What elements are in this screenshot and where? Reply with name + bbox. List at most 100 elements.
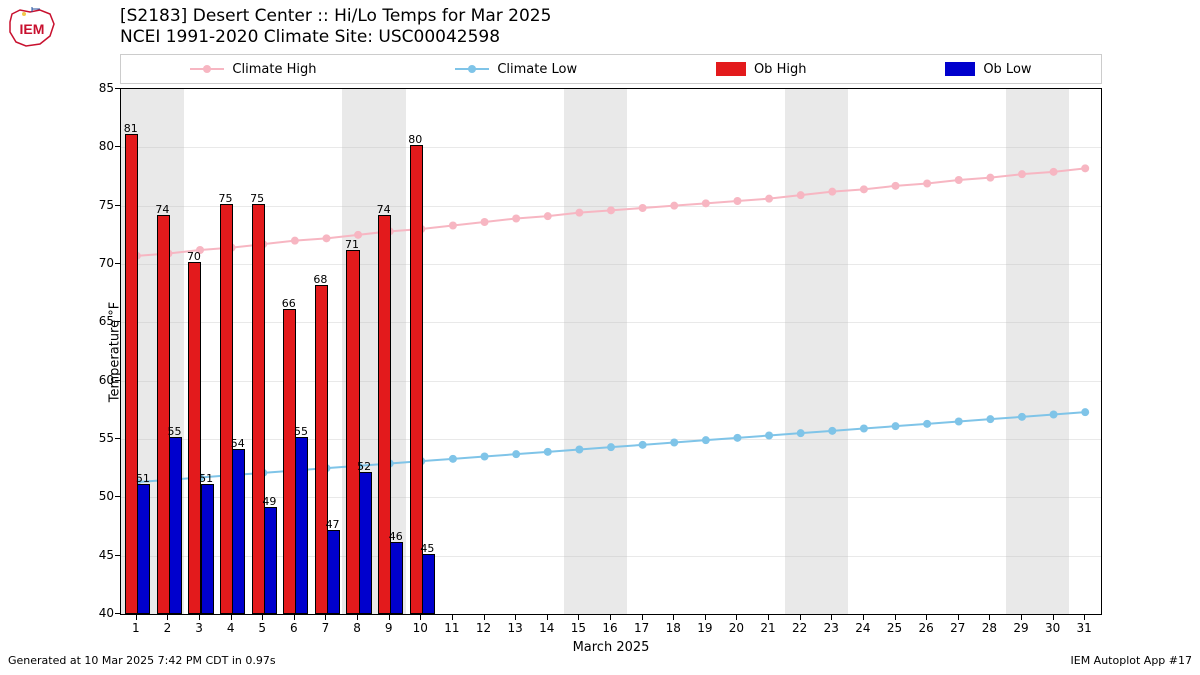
x-tick-label: 3 <box>195 621 203 635</box>
footer-generated: Generated at 10 Mar 2025 7:42 PM CDT in … <box>8 654 276 667</box>
bar <box>359 472 372 614</box>
bar-value-label: 66 <box>282 297 296 310</box>
x-tick-label: 25 <box>887 621 902 635</box>
x-tick-label: 4 <box>227 621 235 635</box>
legend-swatch-icon <box>945 62 975 76</box>
climate-marker <box>322 234 330 242</box>
chart: Temperature °F 8174707575666871748051555… <box>120 88 1102 615</box>
climate-marker <box>702 436 710 444</box>
legend-label: Climate High <box>232 62 316 77</box>
y-tick-label: 65 <box>84 314 114 328</box>
x-tick-label: 18 <box>666 621 681 635</box>
x-tick-mark <box>926 615 927 620</box>
climate-marker <box>639 204 647 212</box>
x-tick-label: 1 <box>132 621 140 635</box>
climate-marker <box>860 185 868 193</box>
footer-appid: IEM Autoplot App #17 <box>1071 654 1193 667</box>
y-tick-mark <box>115 438 120 439</box>
climate-marker <box>1081 408 1089 416</box>
bar-value-label: 51 <box>136 472 150 485</box>
climate-marker <box>733 197 741 205</box>
bar <box>315 285 328 614</box>
x-tick-label: 11 <box>444 621 459 635</box>
climate-marker <box>892 422 900 430</box>
climate-marker <box>1018 170 1026 178</box>
x-tick-mark <box>1084 615 1085 620</box>
climate-marker <box>512 450 520 458</box>
y-tick-mark <box>115 555 120 556</box>
x-tick-label: 7 <box>322 621 330 635</box>
bar <box>232 449 245 614</box>
x-tick-mark <box>325 615 326 620</box>
y-tick-mark <box>115 380 120 381</box>
x-tick-mark <box>958 615 959 620</box>
y-tick-label: 60 <box>84 373 114 387</box>
x-tick-label: 26 <box>918 621 933 635</box>
legend-label: Climate Low <box>497 62 577 77</box>
x-tick-label: 22 <box>792 621 807 635</box>
climate-marker <box>575 446 583 454</box>
x-tick-label: 6 <box>290 621 298 635</box>
x-tick-mark <box>452 615 453 620</box>
bar-value-label: 47 <box>326 518 340 531</box>
y-tick-label: 80 <box>84 139 114 153</box>
climate-marker <box>797 429 805 437</box>
legend-climate-high: Climate High <box>190 62 316 77</box>
climate-marker <box>575 209 583 217</box>
y-tick-mark <box>115 613 120 614</box>
climate-marker <box>449 455 457 463</box>
climate-marker <box>481 453 489 461</box>
x-tick-mark <box>167 615 168 620</box>
x-tick-mark <box>547 615 548 620</box>
climate-marker <box>955 176 963 184</box>
x-tick-label: 17 <box>634 621 649 635</box>
x-tick-mark <box>420 615 421 620</box>
bar-value-label: 55 <box>168 425 182 438</box>
x-tick-mark <box>610 615 611 620</box>
climate-marker <box>1081 164 1089 172</box>
x-tick-label: 10 <box>413 621 428 635</box>
bar <box>137 484 150 614</box>
y-tick-mark <box>115 496 120 497</box>
legend: Climate High Climate Low Ob High Ob Low <box>120 54 1102 84</box>
x-tick-mark <box>1053 615 1054 620</box>
climate-marker <box>291 237 299 245</box>
bar-value-label: 80 <box>408 133 422 146</box>
bar <box>346 250 359 614</box>
x-tick-label: 15 <box>571 621 586 635</box>
climate-marker <box>1050 411 1058 419</box>
y-tick-label: 75 <box>84 198 114 212</box>
x-tick-mark <box>199 615 200 620</box>
iem-logo: IEM <box>6 6 58 48</box>
legend-line-icon <box>455 68 489 70</box>
bar <box>201 484 214 614</box>
x-axis-label: March 2025 <box>573 640 650 655</box>
bar-value-label: 81 <box>124 122 138 135</box>
y-tick-mark <box>115 205 120 206</box>
x-tick-mark <box>515 615 516 620</box>
x-tick-mark <box>357 615 358 620</box>
y-tick-label: 85 <box>84 81 114 95</box>
plot-area: 8174707575666871748051555154495547524645 <box>120 88 1102 615</box>
climate-marker <box>860 425 868 433</box>
x-tick-mark <box>705 615 706 620</box>
bar-value-label: 68 <box>313 273 327 286</box>
climate-marker <box>670 439 678 447</box>
bar <box>125 134 138 614</box>
title-line-1: [S2183] Desert Center :: Hi/Lo Temps for… <box>120 6 551 27</box>
x-tick-mark <box>231 615 232 620</box>
climate-marker <box>892 182 900 190</box>
svg-text:IEM: IEM <box>20 21 45 37</box>
y-tick-mark <box>115 88 120 89</box>
bar-value-label: 45 <box>420 542 434 555</box>
climate-marker <box>986 415 994 423</box>
climate-marker <box>607 206 615 214</box>
x-tick-label: 16 <box>602 621 617 635</box>
x-tick-mark <box>642 615 643 620</box>
bar-value-label: 46 <box>389 530 403 543</box>
legend-line-icon <box>190 68 224 70</box>
legend-label: Ob High <box>754 62 807 77</box>
bar <box>188 262 201 614</box>
bar-value-label: 74 <box>155 203 169 216</box>
bar <box>295 437 308 614</box>
